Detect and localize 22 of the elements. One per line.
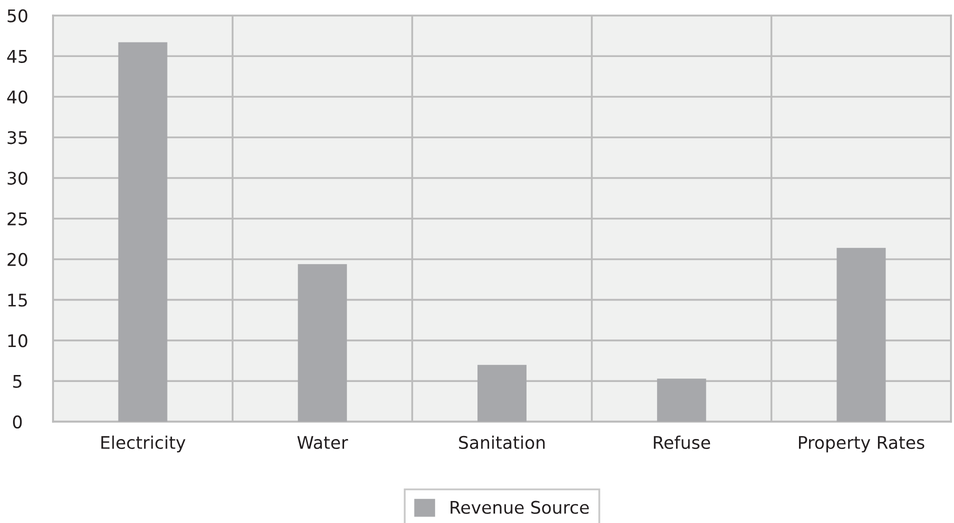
y-tick-label: 5 — [13, 375, 22, 388]
y-tick-label: 35 — [8, 131, 27, 144]
legend-label: Revenue Source — [450, 500, 589, 514]
y-tick-label: 20 — [8, 252, 28, 266]
y-tick-label: 30 — [8, 172, 28, 185]
bar — [657, 378, 706, 422]
bar — [836, 248, 886, 422]
y-tick-label: 15 — [8, 294, 27, 307]
x-tick-label: Sanitation — [459, 436, 545, 450]
x-tick-label: Electricity — [101, 436, 186, 452]
y-tick-label: 10 — [8, 334, 28, 348]
y-tick-label: 40 — [7, 90, 28, 104]
x-tick-label: Property Rates — [798, 436, 924, 452]
bar — [118, 42, 168, 422]
x-tick-label: Water — [297, 436, 348, 450]
x-tick-label: Refuse — [654, 436, 710, 450]
y-tick-label: 50 — [8, 9, 28, 22]
bar — [298, 264, 347, 422]
bar — [477, 364, 527, 422]
y-tick-label: 0 — [13, 415, 22, 429]
y-tick-label: 25 — [8, 212, 27, 226]
y-tick-label: 45 — [7, 50, 27, 63]
